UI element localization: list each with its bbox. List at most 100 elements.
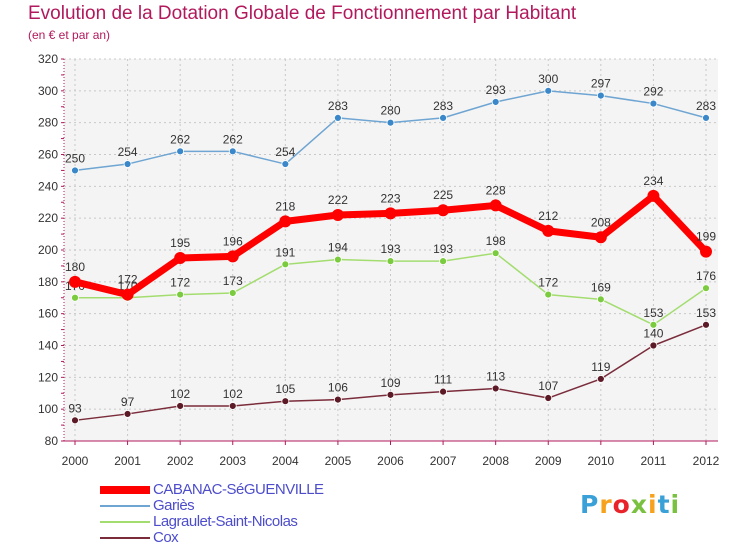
legend-swatch: [100, 486, 150, 494]
data-point: [123, 160, 132, 168]
x-tick-label: 2004: [272, 454, 299, 468]
legend-label: Lagraulet-Saint-Nicolas: [153, 513, 298, 530]
data-label: 199: [696, 230, 716, 244]
chart-subtitle: (en € et par an): [28, 28, 111, 42]
data-label: 97: [121, 395, 135, 409]
data-point: [491, 98, 500, 106]
data-label: 234: [643, 174, 663, 188]
x-tick-label: 2001: [114, 454, 141, 468]
data-point: [649, 99, 658, 108]
data-label: 254: [275, 145, 295, 159]
x-tick-label: 2010: [587, 454, 614, 468]
data-point: [176, 402, 185, 410]
data-point: [228, 402, 237, 410]
data-point: [544, 86, 553, 95]
y-tick-label: 320: [38, 52, 58, 66]
data-point: [596, 295, 605, 304]
data-point: [647, 189, 660, 202]
y-tick-label: 140: [38, 339, 58, 353]
data-label: 193: [380, 242, 400, 256]
legend-swatch: [100, 537, 150, 539]
data-point: [386, 390, 395, 399]
data-point: [228, 147, 237, 156]
data-label: 191: [275, 245, 295, 259]
data-point: [386, 118, 395, 127]
data-point: [71, 293, 79, 302]
logo-letter: o: [612, 490, 631, 519]
data-label: 173: [223, 274, 243, 288]
data-label: 283: [433, 99, 453, 113]
data-point: [71, 166, 79, 175]
data-point: [334, 113, 342, 122]
chart-title: Evolution de la Dotation Globale de Fonc…: [28, 3, 577, 24]
data-label: 262: [223, 132, 243, 146]
data-point: [331, 208, 344, 221]
data-label: 111: [434, 373, 453, 387]
data-label: 297: [591, 77, 611, 91]
x-tick-label: 2000: [62, 454, 89, 468]
data-label: 254: [118, 145, 138, 159]
data-label: 225: [433, 188, 453, 202]
y-tick-label: 300: [38, 84, 58, 98]
data-label: 300: [538, 72, 558, 86]
x-tick-label: 2005: [325, 454, 352, 468]
data-point: [386, 257, 395, 266]
data-label: 176: [696, 269, 716, 283]
data-label: 208: [591, 215, 611, 229]
data-label: 113: [486, 369, 505, 383]
data-point: [281, 260, 290, 269]
data-point: [491, 384, 500, 393]
legend-label: Gariès: [153, 497, 195, 514]
x-tick-label: 2003: [219, 454, 246, 468]
data-point: [281, 160, 290, 168]
data-point: [121, 288, 134, 301]
data-label: 223: [380, 191, 400, 205]
data-point: [439, 387, 447, 396]
data-point: [439, 257, 447, 266]
data-label: 107: [538, 379, 558, 393]
y-tick-label: 120: [38, 370, 58, 384]
y-tick-label: 200: [38, 243, 58, 257]
data-point: [489, 199, 502, 212]
legend-swatch: [100, 521, 150, 523]
data-point: [702, 320, 710, 329]
x-tick-label: 2009: [535, 454, 562, 468]
x-tick-label: 2002: [167, 454, 194, 468]
data-point: [491, 249, 500, 258]
data-label: 228: [486, 183, 506, 197]
x-tick-label: 2007: [430, 454, 457, 468]
legend-item: CABANAC-SéGUENVILLE: [100, 482, 400, 498]
data-point: [702, 113, 710, 122]
data-point: [174, 251, 187, 264]
logo-letter: x: [630, 490, 648, 519]
data-label: 262: [170, 132, 190, 146]
y-tick-label: 220: [38, 211, 58, 225]
x-tick-label: 2012: [693, 454, 720, 468]
data-point: [596, 91, 605, 100]
y-tick-label: 100: [38, 402, 58, 416]
data-point: [700, 245, 712, 258]
data-point: [334, 255, 342, 264]
x-tick-label: 2008: [482, 454, 509, 468]
legend-item: Lagraulet-Saint-Nicolas: [100, 514, 400, 530]
y-tick-label: 160: [38, 307, 58, 321]
data-point: [544, 394, 553, 402]
data-point: [649, 341, 658, 350]
data-point: [439, 113, 447, 122]
data-point: [542, 224, 555, 237]
data-point: [176, 147, 185, 156]
data-point: [228, 289, 237, 297]
data-label: 106: [328, 381, 348, 395]
x-tick-label: 2011: [641, 454, 667, 468]
logo-letter: t: [657, 490, 671, 519]
data-point: [281, 397, 290, 406]
data-point: [649, 320, 658, 329]
y-tick-label: 260: [38, 148, 58, 162]
data-label: 194: [328, 241, 348, 255]
data-label: 172: [118, 273, 138, 287]
data-point: [437, 204, 450, 217]
data-point: [334, 395, 342, 404]
data-point: [69, 275, 81, 288]
